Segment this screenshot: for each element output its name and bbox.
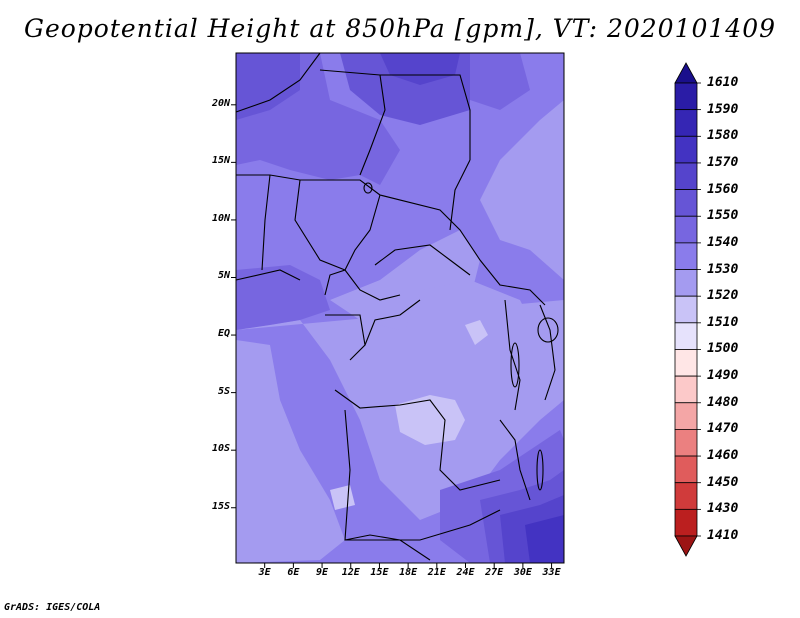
map-frame <box>235 52 565 564</box>
lon-label-0: 3E <box>258 567 271 578</box>
colorbar-label-1: 1590 <box>707 101 739 117</box>
lat-label-3: 5N <box>217 270 230 282</box>
lon-label-5: 18E <box>399 567 418 578</box>
lon-label-7: 24E <box>456 567 475 578</box>
lake-tanganyika <box>510 342 520 388</box>
lat-label-5: 5S <box>217 385 230 397</box>
contour-region-16 <box>525 515 564 563</box>
colorbar-box-11 <box>674 349 698 377</box>
lat-label-1: 15N <box>211 155 230 167</box>
contour-region-5 <box>465 320 488 345</box>
colorbar-box-17 <box>674 508 698 537</box>
colorbar-label-10: 1500 <box>707 341 739 357</box>
lat-label-7: 15S <box>211 500 230 512</box>
border-line-4 <box>261 174 271 271</box>
lon-label-4: 15E <box>370 567 389 578</box>
colorbar-label-2: 1580 <box>707 128 739 144</box>
lon-label-3: 12E <box>341 567 360 578</box>
axis-ticks <box>231 104 553 568</box>
height-field <box>236 53 564 563</box>
colorbar-box-9 <box>674 295 698 324</box>
lat-label-0: 20N <box>211 97 230 109</box>
colorbar-label-4: 1560 <box>707 181 739 197</box>
contour-region-3 <box>236 340 345 563</box>
colorbar-box-6 <box>674 215 698 244</box>
colorbar-label-13: 1470 <box>707 421 739 437</box>
colorbar-label-9: 1510 <box>707 314 739 330</box>
colorbar-box-14 <box>674 429 698 457</box>
colorbar-label-12: 1480 <box>707 394 739 410</box>
border-line-9 <box>374 244 471 276</box>
colorbar-box-10 <box>674 322 698 350</box>
colorbar-label-5: 1550 <box>707 208 739 224</box>
colorbar-box-4 <box>674 162 698 190</box>
colorbar-label-7: 1530 <box>707 261 739 277</box>
border-line-18 <box>499 419 531 501</box>
colorbar-box-1 <box>674 82 698 111</box>
border-line-2 <box>359 74 386 176</box>
colorbar-box-7 <box>674 242 698 270</box>
colorbar-label-11: 1490 <box>707 368 739 384</box>
border-line-0 <box>235 52 321 113</box>
colorbar-label-14: 1460 <box>707 448 739 464</box>
border-line-10 <box>325 314 366 361</box>
lake-chad <box>363 182 373 194</box>
footer-credit: GrADS: IGES/COLA <box>4 602 101 613</box>
chart-title: Geopotential Height at 850hPa [gpm], VT:… <box>23 14 777 43</box>
colorbar-label-16: 1430 <box>707 501 739 517</box>
colorbar-top-arrow <box>674 62 698 84</box>
border-line-3 <box>236 174 381 196</box>
colorbar-box-8 <box>674 269 698 297</box>
colorbar-label-8: 1520 <box>707 288 739 304</box>
border-line-16 <box>504 299 521 411</box>
border-line-13 <box>334 389 501 491</box>
border-line-17 <box>539 304 556 401</box>
contour-region-14 <box>380 53 460 85</box>
lon-label-8: 27E <box>485 567 504 578</box>
colorbar-label-15: 1450 <box>707 474 739 490</box>
lon-label-2: 9E <box>316 567 329 578</box>
lon-label-9: 30E <box>513 567 532 578</box>
colorbar-box-2 <box>674 109 698 137</box>
colorbar-label-17: 1410 <box>707 528 739 543</box>
contour-region-4 <box>395 395 465 445</box>
border-line-8 <box>449 159 471 231</box>
colorbar-box-12 <box>674 375 698 404</box>
border-line-5 <box>294 179 346 271</box>
border-line-11 <box>364 299 421 346</box>
lake-victoria <box>537 317 559 343</box>
lat-label-2: 10N <box>211 212 230 224</box>
border-line-12 <box>344 269 401 301</box>
colorbar-label-0: 1610 <box>707 75 739 90</box>
country-borders <box>235 52 559 561</box>
colorbar-label-6: 1540 <box>707 234 739 250</box>
lon-label-1: 6E <box>287 567 300 578</box>
contour-region-10 <box>460 53 530 110</box>
colorbar-box-15 <box>674 455 698 484</box>
lake-malawi <box>536 449 544 491</box>
colorbar-box-13 <box>674 402 698 430</box>
colorbar-bottom-arrow <box>674 535 698 557</box>
contour-region-12 <box>236 53 300 120</box>
border-line-14 <box>344 409 431 561</box>
border-line-19 <box>235 269 301 281</box>
lon-label-6: 21E <box>427 567 446 578</box>
border-line-6 <box>324 194 381 296</box>
colorbar-box-16 <box>674 482 698 510</box>
lat-label-6: 10S <box>211 443 230 455</box>
colorbar-label-3: 1570 <box>707 154 739 170</box>
contour-region-0 <box>236 100 564 520</box>
border-line-7 <box>379 194 546 306</box>
contour-region-8 <box>236 265 330 330</box>
border-line-1 <box>319 69 471 160</box>
border-line-15 <box>345 509 501 541</box>
lat-label-4: EQ <box>217 328 230 340</box>
lon-label-10: 33E <box>542 567 561 578</box>
colorbar-box-5 <box>674 189 698 217</box>
colorbar-box-3 <box>674 135 698 164</box>
colorbar <box>674 62 701 557</box>
